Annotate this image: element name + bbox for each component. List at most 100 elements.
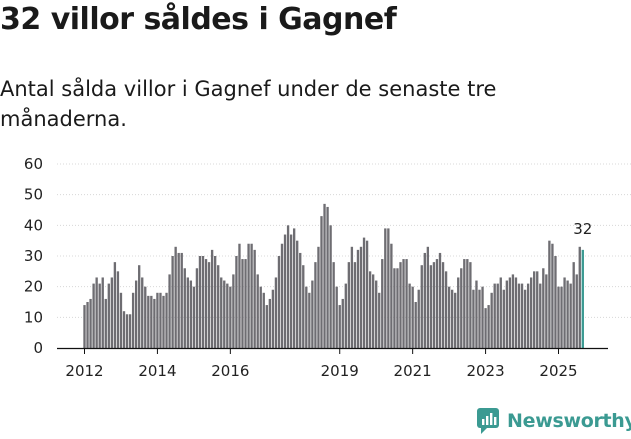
bar bbox=[463, 259, 466, 348]
bar bbox=[393, 268, 396, 348]
bar bbox=[362, 237, 366, 348]
bar bbox=[265, 305, 268, 348]
x-tick-label: 2016 bbox=[211, 362, 249, 380]
bar bbox=[326, 206, 329, 348]
bar bbox=[511, 274, 515, 348]
bar bbox=[505, 280, 509, 348]
bar bbox=[499, 277, 502, 348]
x-tick-label: 2021 bbox=[394, 362, 432, 380]
y-tick-label: 10 bbox=[24, 308, 43, 326]
bar bbox=[396, 268, 399, 348]
bar bbox=[478, 289, 481, 348]
bar bbox=[435, 259, 439, 348]
bar bbox=[423, 252, 426, 348]
bar bbox=[508, 277, 512, 348]
chart-title: 32 villor såldes i Gagnef bbox=[0, 2, 397, 37]
newsworthy-brand: Newsworthy bbox=[476, 407, 631, 435]
bar bbox=[469, 262, 472, 348]
bar bbox=[283, 234, 287, 348]
bar bbox=[259, 286, 262, 348]
bar bbox=[292, 228, 296, 348]
bar bbox=[539, 283, 542, 348]
bar bbox=[426, 246, 430, 348]
bar bbox=[475, 280, 478, 348]
bar bbox=[536, 271, 539, 348]
bar bbox=[131, 292, 135, 348]
bar bbox=[217, 265, 220, 348]
bar bbox=[256, 274, 259, 348]
bar bbox=[484, 308, 487, 348]
bar bbox=[141, 277, 144, 348]
bar bbox=[502, 289, 505, 348]
bar bbox=[411, 286, 414, 348]
x-axis-ticks: 2012 2014 2016 2019 2021 2023 2025 bbox=[65, 348, 578, 380]
bar bbox=[408, 283, 411, 348]
y-tick-label: 20 bbox=[24, 278, 43, 296]
bar bbox=[545, 274, 548, 348]
bar bbox=[347, 262, 351, 348]
x-tick-label: 2012 bbox=[65, 362, 103, 380]
bar bbox=[277, 256, 281, 348]
last-value-label: 32 bbox=[573, 220, 592, 238]
bar-latest bbox=[581, 249, 584, 348]
bar bbox=[280, 243, 284, 348]
bar bbox=[359, 246, 363, 348]
bar bbox=[125, 314, 129, 348]
bar bbox=[472, 289, 475, 348]
x-tick-label: 2023 bbox=[466, 362, 504, 380]
bar bbox=[575, 274, 578, 348]
bar bbox=[402, 259, 405, 348]
bar bbox=[165, 292, 168, 348]
bar bbox=[144, 286, 147, 348]
bar bbox=[247, 243, 250, 348]
bar bbox=[414, 302, 417, 348]
bar bbox=[192, 286, 196, 348]
bar bbox=[92, 283, 95, 348]
y-tick-label: 60 bbox=[24, 155, 43, 173]
bar bbox=[156, 292, 159, 348]
bar bbox=[150, 295, 153, 348]
bar bbox=[186, 277, 189, 348]
bar bbox=[578, 246, 581, 348]
bar bbox=[308, 292, 311, 348]
bar bbox=[171, 256, 174, 348]
bar bbox=[317, 246, 320, 348]
bar bbox=[371, 274, 375, 348]
bar bbox=[250, 243, 253, 348]
bar bbox=[253, 249, 256, 348]
bar bbox=[296, 240, 299, 348]
bar bbox=[107, 283, 110, 348]
bar bbox=[523, 289, 527, 348]
bar bbox=[368, 271, 372, 348]
bar bbox=[274, 277, 278, 348]
bar bbox=[83, 305, 86, 348]
bar bbox=[365, 240, 369, 348]
bar bbox=[183, 268, 186, 348]
bar bbox=[520, 283, 524, 348]
bar bbox=[223, 280, 226, 348]
bar bbox=[533, 271, 536, 348]
bar bbox=[341, 298, 344, 348]
bar bbox=[305, 286, 308, 348]
bar bbox=[302, 265, 305, 348]
bar bbox=[134, 280, 138, 348]
bar bbox=[444, 271, 448, 348]
bar bbox=[526, 283, 530, 348]
bar bbox=[441, 262, 445, 348]
bar bbox=[429, 265, 433, 348]
bar bbox=[232, 274, 235, 348]
bar bbox=[320, 216, 323, 348]
bar bbox=[332, 262, 335, 348]
bar bbox=[189, 280, 193, 348]
bar bbox=[207, 262, 211, 348]
x-tick-label: 2019 bbox=[321, 362, 359, 380]
bar bbox=[466, 259, 469, 348]
y-tick-label: 0 bbox=[33, 339, 43, 357]
bar bbox=[554, 256, 557, 348]
bar bbox=[238, 243, 241, 348]
x-tick-label: 2025 bbox=[539, 362, 577, 380]
bar bbox=[89, 298, 92, 348]
bar bbox=[566, 280, 569, 348]
bar bbox=[122, 311, 126, 348]
bar bbox=[128, 314, 132, 348]
